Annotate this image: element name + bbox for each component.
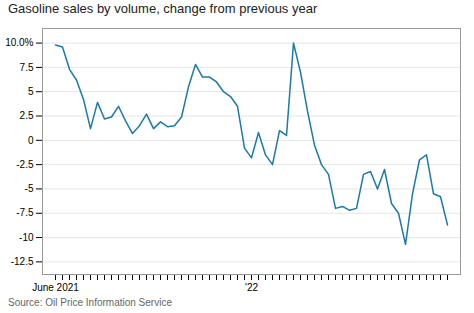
svg-text:-10: -10	[19, 232, 34, 243]
svg-text:'22: '22	[245, 282, 258, 293]
svg-text:-12.5: -12.5	[11, 256, 34, 267]
html-text:Gasoline sales by volume, chan: Gasoline sales by volume, change from pr…	[8, 1, 318, 16]
svg-text:-7.5: -7.5	[16, 207, 34, 218]
svg-text:10.0%: 10.0%	[5, 37, 33, 48]
svg-text:5: 5	[28, 86, 34, 97]
svg-text:June 2021: June 2021	[32, 282, 79, 293]
svg-text:-5: -5	[25, 183, 34, 194]
svg-text:7.5: 7.5	[20, 62, 34, 73]
html-text:Source: Oil Price Information: Source: Oil Price Information Service	[8, 297, 172, 308]
svg-text:0: 0	[28, 135, 34, 146]
svg-text:2.5: 2.5	[20, 110, 34, 121]
svg-text:-2.5: -2.5	[16, 159, 34, 170]
